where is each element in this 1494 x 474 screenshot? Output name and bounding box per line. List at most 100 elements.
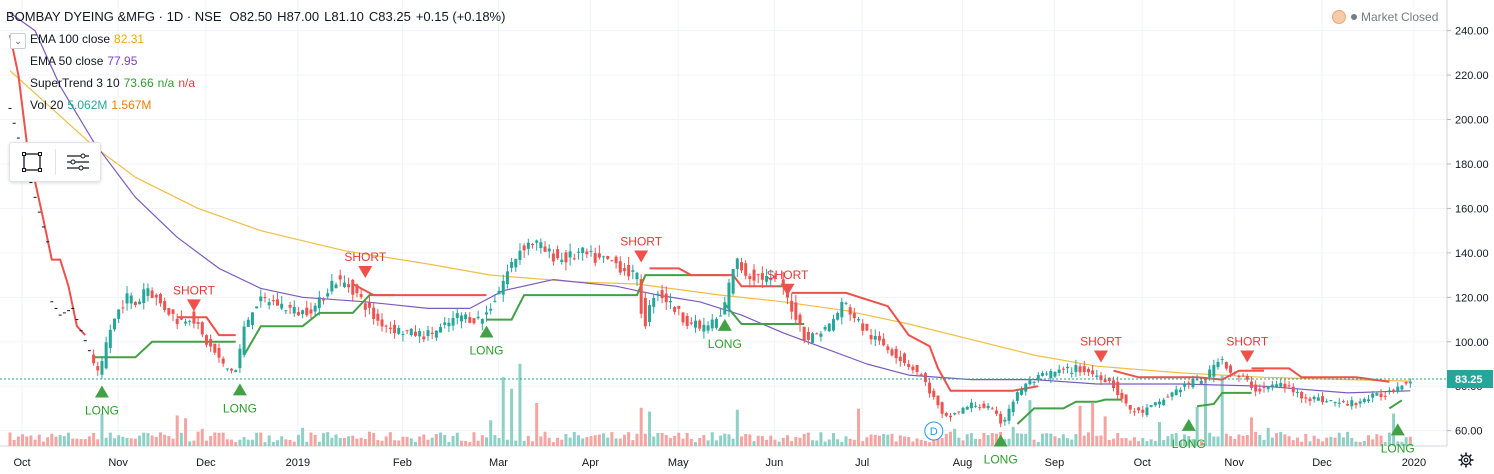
candle [790,293,794,320]
supertrend-down-line [9,34,86,336]
market-status[interactable]: Market Closed [1332,10,1438,24]
volume-bar [823,441,827,446]
time-tick-label: Dec [196,457,216,469]
candle [823,325,827,332]
candle-body [760,273,764,280]
candle [844,301,848,306]
candle [652,294,656,314]
candle [104,336,108,370]
price-tick-label: 220.00 [1455,70,1489,82]
legend-ema50[interactable]: EMA 50 close 77.95 [6,50,505,72]
candle [380,313,384,332]
supertrend-down-line [352,283,487,297]
candle-body [255,306,259,309]
candle [932,388,936,400]
volume-bar [326,432,330,446]
candle [1279,378,1283,388]
long-label: LONG [223,401,257,415]
candle-body [430,332,434,335]
volume-bar [773,439,777,446]
volume-bar [129,438,133,446]
long-signal: LONG [223,383,257,415]
volume-bar [250,439,254,446]
candle-body [1245,376,1249,380]
legend-volume[interactable]: Vol 20 5.062M 1.567M [6,94,505,116]
legend-ema100[interactable]: EMA 100 close 82.31 [6,28,505,50]
candle-body [1233,372,1237,374]
candle-body [915,365,919,373]
candle [1245,373,1249,382]
candle-body [196,322,200,324]
candle-body [664,293,668,303]
candle-body [1375,393,1379,396]
volume-bar [865,437,869,446]
candle [489,303,493,315]
volume-bar [1040,433,1044,446]
candle-body [1325,401,1329,403]
candle-body [1337,402,1341,404]
volume-bar [459,440,463,446]
candle [531,242,534,249]
candle-body [1099,375,1103,381]
candle [999,411,1003,428]
volume-bar [685,432,689,446]
symbol-title[interactable]: BOMBAY DYEING &MFG · 1D · NSE [6,9,222,24]
long-arrow [479,325,494,338]
symbol-row: BOMBAY DYEING &MFG · 1D · NSE O 82.50 H 87… [6,6,505,28]
volume-bar [760,436,764,446]
candle [890,347,894,357]
gear-icon[interactable] [1458,452,1474,468]
candle-body [367,302,371,308]
candle-body [643,297,647,327]
candle [1295,388,1299,398]
candle [301,309,305,319]
time-tick-label: 2020 [1402,457,1426,469]
object-tree-button[interactable] [56,143,101,181]
short-label: SHORT [173,283,215,297]
volume-bar [677,432,681,446]
candle-body [1249,381,1253,388]
candle-body [225,368,229,370]
volume-bar [1337,432,1341,446]
candle [1141,406,1145,417]
candle-body [865,323,869,331]
candle-body [727,282,731,310]
short-signal: SHORT [767,268,809,296]
candle-body [1258,388,1262,392]
volume-bar [121,436,125,446]
status-dot-icon [1351,14,1357,20]
candle [514,258,518,272]
volume-bar [911,441,915,446]
volume-bar [1220,375,1224,446]
volume-bar [317,441,321,446]
candle-body [213,343,217,353]
volume-bar [1007,438,1011,446]
legend-supertrend[interactable]: SuperTrend 3 10 73.66 n/a n/a [6,72,505,94]
candle [1216,358,1220,370]
volume-bar [735,409,739,446]
short-label: SHORT [767,268,809,282]
volume-bar [50,433,54,446]
volume-bar [359,437,363,446]
candle-body [969,402,973,409]
candle [706,321,710,334]
ema100-line [9,70,1411,382]
candle [1396,382,1400,394]
candle-body [1174,389,1178,396]
volume-bar [1321,441,1325,446]
candle [1275,380,1279,388]
candle [1321,392,1325,405]
candle-body [1195,379,1199,381]
volume-bar [627,432,631,446]
candle-body [681,312,685,323]
legend-collapse-button[interactable]: ⌄ [10,33,26,49]
candle-body [167,308,171,315]
short-label: SHORT [1080,334,1122,348]
candle-body [526,242,530,249]
candle [723,296,727,315]
rectangle-tool-button[interactable] [10,143,55,181]
candle-body [1237,376,1241,378]
candle [1404,381,1408,386]
candle-body [652,298,656,307]
